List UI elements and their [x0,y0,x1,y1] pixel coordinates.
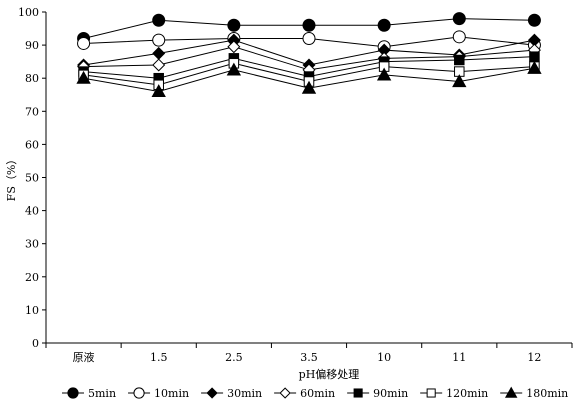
legend-item: 10min [128,387,189,400]
x-tick-label: 12 [527,351,541,364]
legend-marker [504,386,518,398]
data-point [76,70,91,84]
legend-label: 90min [373,387,408,400]
legend-marker [353,388,363,398]
data-point [151,84,166,97]
data-point [152,13,166,27]
data-point [376,67,392,81]
data-point [301,80,317,94]
y-tick-label: 70 [25,105,39,118]
y-tick-label: 90 [25,39,39,52]
y-tick-label: 0 [32,337,39,350]
data-point [527,13,541,27]
data-point [152,58,166,72]
series-10min [77,30,541,54]
data-point [454,54,465,66]
data-point [529,51,540,62]
y-axis: 0 10 20 30 40 50 60 70 80 90 100 [18,6,47,350]
data-point [527,60,542,74]
x-tick-label: 3.5 [300,351,318,364]
legend-marker [67,387,79,399]
x-tick-label: 2.5 [225,351,243,364]
data-point [302,18,316,32]
legend-marker [426,388,436,398]
legend-label: 30min [227,387,262,400]
x-axis-title: pH偏移处理 [299,367,360,381]
y-tick-label: 50 [25,172,39,185]
legend-item: 30min [201,387,262,400]
y-tick-label: 60 [25,138,39,151]
series-5min [77,12,541,45]
data-point [452,74,467,88]
x-tick-label: 1.5 [150,351,168,364]
legend-item: 60min [274,387,335,400]
y-axis-title: FS（%） [5,154,18,202]
x-tick-label: 11 [452,351,466,364]
data-point [152,33,166,47]
legend-label: 120min [446,387,488,400]
data-point [152,46,166,60]
y-tick-label: 80 [25,72,39,85]
data-point [302,31,316,45]
data-point [227,40,241,54]
x-tick-label: 原液 [73,350,95,364]
y-tick-label: 10 [25,304,39,317]
legend-label: 10min [154,387,189,400]
legend-marker [279,387,291,399]
data-point [452,12,466,26]
legend-item: 90min [347,387,408,400]
y-tick-label: 40 [25,205,39,218]
data-point [452,30,466,44]
legend-label: 180min [526,387,568,400]
legend-marker [133,387,145,399]
x-axis: 原液 1.5 2.5 3.5 10 11 12 [45,342,573,364]
data-point [226,62,242,76]
legend-item: 120min [420,387,488,400]
legend-marker [206,387,218,399]
series-180min [76,60,542,97]
y-tick-label: 100 [18,6,39,19]
legend-label: 60min [300,387,335,400]
legend-item: 5min [62,387,116,400]
y-tick-label: 30 [25,238,39,251]
x-tick-label: 10 [377,351,391,364]
legend: 5min 10min 30min 60min 90min 120min 180min [62,386,568,400]
data-point [227,18,241,32]
y-tick-label: 20 [25,271,39,284]
legend-label: 5min [88,387,116,400]
data-point [377,18,391,32]
legend-item: 180min [500,386,568,400]
data-point [77,36,91,50]
series-layer [76,12,542,97]
